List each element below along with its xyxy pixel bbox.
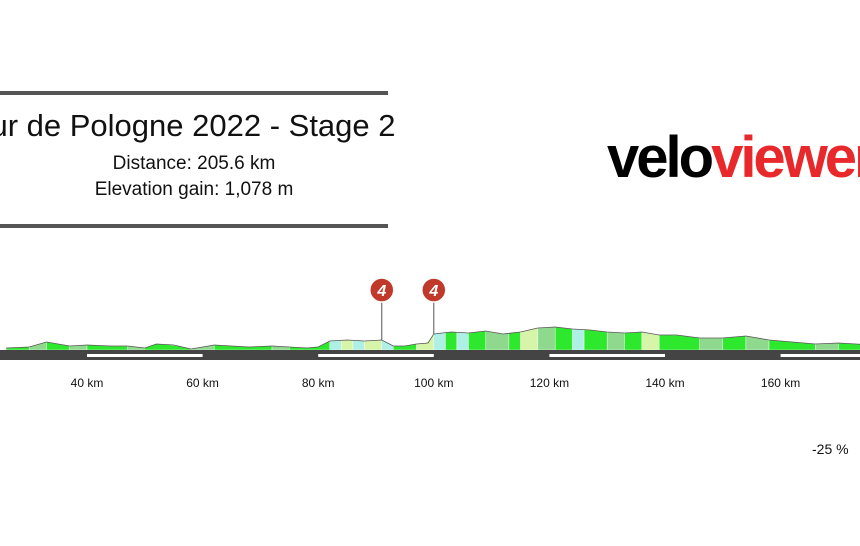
climb-category-label: 4 [376,283,386,300]
km-marker-band [549,354,665,357]
x-tick-label: 140 km [645,376,684,390]
gradient-segment [445,331,458,351]
gradient-segment [508,331,521,351]
climb-category-badge [369,277,395,303]
elevation-gain-stat: Elevation gain: 1,078 m [94,179,294,200]
km-marker-bands [87,354,860,357]
gradient-scale-label: -25 % [812,441,849,457]
profile-outline [6,326,860,350]
x-tick-label: 60 km [186,376,219,390]
gradient-segment [537,326,556,351]
header-top-rule [0,91,388,95]
x-tick-label: 120 km [530,376,569,390]
logo-text-viewer: viewer [711,125,860,190]
x-axis-ticks: 40 km 60 km 80 km 100 km 120 km 140 km 160 km [71,376,801,390]
veloviewer-logo: veloviewer [607,129,860,187]
x-tick-label: 80 km [302,376,335,390]
gradient-segment [699,337,723,351]
gradient-segment [289,340,330,351]
gradient-segment [416,333,434,351]
gradient-segment [341,339,354,351]
km-marker-band [780,354,860,357]
gradient-segment [768,339,816,351]
header-bottom-rule [0,224,388,228]
km-marker-band [318,354,434,357]
km-marker-band [87,354,203,357]
climb-category-label: 4 [428,283,438,300]
gradient-segment [555,326,573,351]
gradient-segment [364,339,382,351]
gradient-segment [433,332,446,351]
gradient-segment [468,330,486,351]
climb-category-badge [421,277,447,303]
logo-text-velo: velo [607,125,714,190]
x-tick-label: 40 km [71,376,104,390]
x-tick-label: 100 km [414,376,453,390]
stage-title: ur de Pologne 2022 - Stage 2 [0,108,396,143]
gradient-segment [352,340,365,351]
gradient-segment [607,331,625,351]
gradient-segment [456,332,469,351]
x-tick-label: 160 km [761,376,800,390]
gradient-segment [583,329,608,351]
gradient-segment [329,340,342,351]
gradient-segment [572,328,585,351]
gradient-segment [46,341,70,351]
distance-stat: Distance: 205.6 km [112,153,276,174]
gradient-segment [624,331,643,351]
